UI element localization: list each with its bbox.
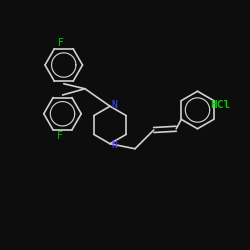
Text: F: F [58, 38, 64, 48]
Text: HCl: HCl [210, 100, 230, 110]
Text: N: N [112, 100, 117, 110]
Text: N: N [112, 140, 117, 150]
Text: F: F [57, 131, 63, 141]
